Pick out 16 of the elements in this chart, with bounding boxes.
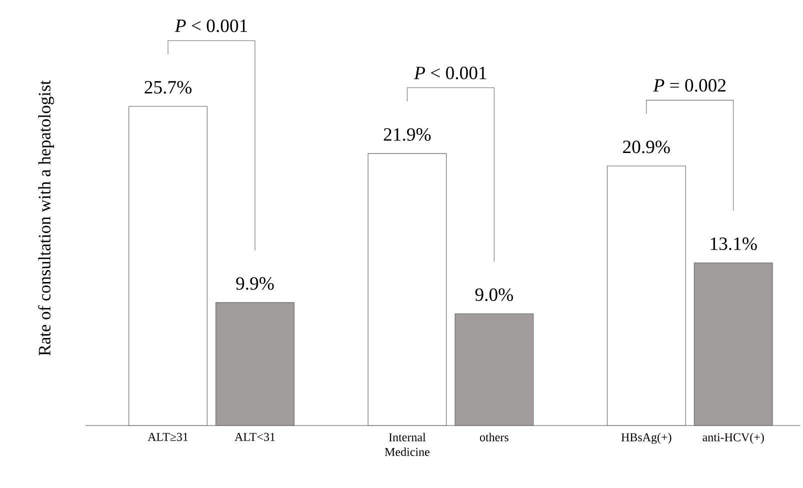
x-tick-label: anti-HCV(+) [702, 432, 764, 444]
data-label: 25.7% [144, 80, 192, 94]
y-axis-title: Rate of consultation with a hepatologist [38, 80, 54, 356]
text: P < 0.001 [174, 19, 248, 32]
x-tick-label: others [480, 432, 508, 442]
data-label: 9.0% [475, 288, 513, 301]
data-label: 20.9% [623, 140, 670, 154]
text: P = 0.002 [653, 78, 726, 92]
data-label: 9.9% [236, 277, 274, 290]
x-tick-label: ALT<31 [234, 432, 275, 441]
text: P < 0.001 [414, 66, 486, 80]
data-label: 13.1% [710, 237, 757, 250]
data-label: 21.9% [384, 128, 431, 141]
x-tick-label: HBsAg(+) [621, 432, 672, 444]
x-tick-label: Internal Medicine [384, 432, 430, 456]
x-tick-label: ALT≥31 [148, 432, 188, 441]
